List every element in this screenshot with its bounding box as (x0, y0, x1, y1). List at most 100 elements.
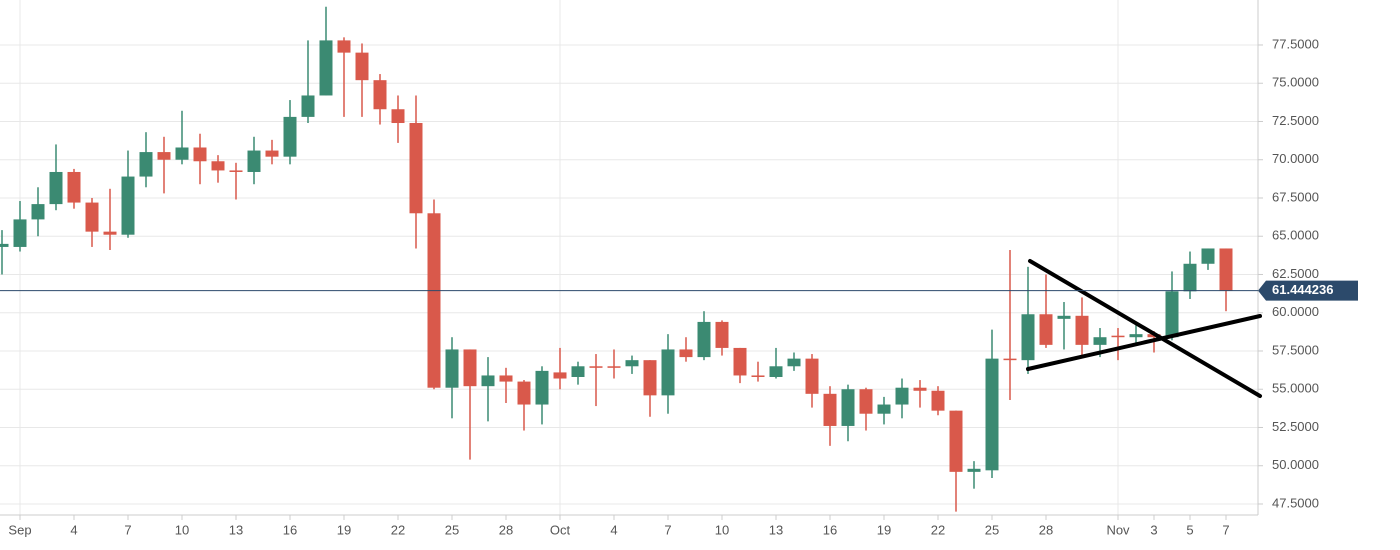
candle-body (1183, 263, 1197, 292)
candle-body (139, 152, 153, 177)
y-tick-label: 70.0000 (1272, 151, 1319, 166)
candle-body (13, 219, 27, 247)
candle-body (103, 231, 117, 235)
candle-body (895, 387, 909, 405)
candle-body (499, 375, 513, 382)
candle-body (85, 202, 99, 232)
candle-body (643, 360, 657, 396)
candle-body (733, 347, 747, 376)
candle-body (571, 366, 585, 377)
y-tick-label: 75.0000 (1272, 75, 1319, 90)
last-price-label: 61.444236 (1272, 282, 1333, 297)
y-tick-label: 57.5000 (1272, 342, 1319, 357)
candle-body (517, 381, 531, 405)
trend-line (1026, 314, 1262, 371)
x-tick-label: 25 (445, 522, 459, 537)
x-tick-label: 7 (124, 522, 131, 537)
x-tick-label: 7 (1222, 522, 1229, 537)
candle-body (1111, 335, 1125, 338)
candle-body (679, 349, 693, 358)
y-tick-label: 72.5000 (1272, 113, 1319, 128)
y-tick-label: 50.0000 (1272, 457, 1319, 472)
candle-body (697, 321, 711, 358)
candle-body (553, 372, 567, 379)
candle-body (841, 389, 855, 426)
x-tick-label: 28 (1039, 522, 1053, 537)
candle-body (805, 358, 819, 394)
x-tick-label: 25 (985, 522, 999, 537)
x-tick-label: 4 (610, 522, 617, 537)
candle-body (985, 358, 999, 471)
x-tick-label: Nov (1106, 522, 1130, 537)
x-tick-label: Sep (8, 522, 31, 537)
candle-body (751, 375, 765, 377)
candle-body (427, 213, 441, 388)
candle-body (283, 116, 297, 157)
candle-body (247, 150, 261, 172)
candle-body (49, 171, 63, 205)
candle-body (193, 147, 207, 162)
candle-body (607, 366, 621, 368)
plot-area (0, 0, 1258, 515)
x-tick-label: 16 (823, 522, 837, 537)
candle-body (391, 109, 405, 124)
candle-body (67, 171, 81, 203)
x-tick-label: 19 (337, 522, 351, 537)
y-tick-label: 52.5000 (1272, 419, 1319, 434)
candle-body (769, 366, 783, 377)
candle-body (319, 40, 333, 96)
x-tick-label: 28 (499, 522, 513, 537)
candle-body (355, 52, 369, 81)
candle-body (589, 366, 603, 368)
x-tick-label: 13 (769, 522, 783, 537)
y-tick-label: 77.5000 (1272, 36, 1319, 51)
last-price-tag (1258, 280, 1358, 301)
y-tick-label: 65.0000 (1272, 228, 1319, 243)
candle-body (967, 468, 981, 472)
y-tick-label: 62.5000 (1272, 266, 1319, 281)
x-tick-label: 3 (1150, 522, 1157, 537)
candle-body (1219, 248, 1233, 291)
candle-body (913, 387, 927, 391)
y-tick-label: 67.5000 (1272, 189, 1319, 204)
candle-body (301, 95, 315, 117)
candle-body (625, 360, 639, 367)
candle-body (787, 358, 801, 367)
candle-body (1003, 358, 1017, 361)
x-tick-label: 22 (391, 522, 405, 537)
y-tick-label: 55.0000 (1272, 381, 1319, 396)
candle-body (949, 410, 963, 472)
candle-body (373, 80, 387, 110)
candle-body (1021, 314, 1035, 361)
x-tick-label: 16 (283, 522, 297, 537)
candle-body (823, 393, 837, 426)
x-tick-label: 10 (715, 522, 729, 537)
candle-body (31, 204, 45, 220)
candle-body (121, 176, 135, 235)
candle-body (463, 349, 477, 387)
candle-body (0, 243, 9, 247)
candle-body (715, 321, 729, 348)
candle-body (1075, 315, 1089, 345)
candle-body (337, 40, 351, 53)
axes: 47.5000 50.0000 52.5000 55.0000 57.5000 60.00… (0, 36, 1358, 537)
grid (0, 44, 1258, 505)
x-tick-label: 7 (664, 522, 671, 537)
y-tick-label: 47.5000 (1272, 495, 1319, 510)
y-tick-label: 60.0000 (1272, 304, 1319, 319)
candle-body (481, 375, 495, 387)
candle-body (931, 390, 945, 411)
x-tick-label: 4 (70, 522, 77, 537)
candle-body (1129, 334, 1143, 338)
candle-body (211, 161, 225, 171)
candle-body (175, 147, 189, 160)
trend-line (1028, 259, 1262, 398)
candle-body (877, 404, 891, 414)
candle-body (157, 152, 171, 160)
candle-body (229, 170, 243, 172)
candle-body (1057, 315, 1071, 319)
candle-body (1201, 248, 1215, 264)
candle-body (265, 150, 279, 157)
x-tick-label: 5 (1186, 522, 1193, 537)
